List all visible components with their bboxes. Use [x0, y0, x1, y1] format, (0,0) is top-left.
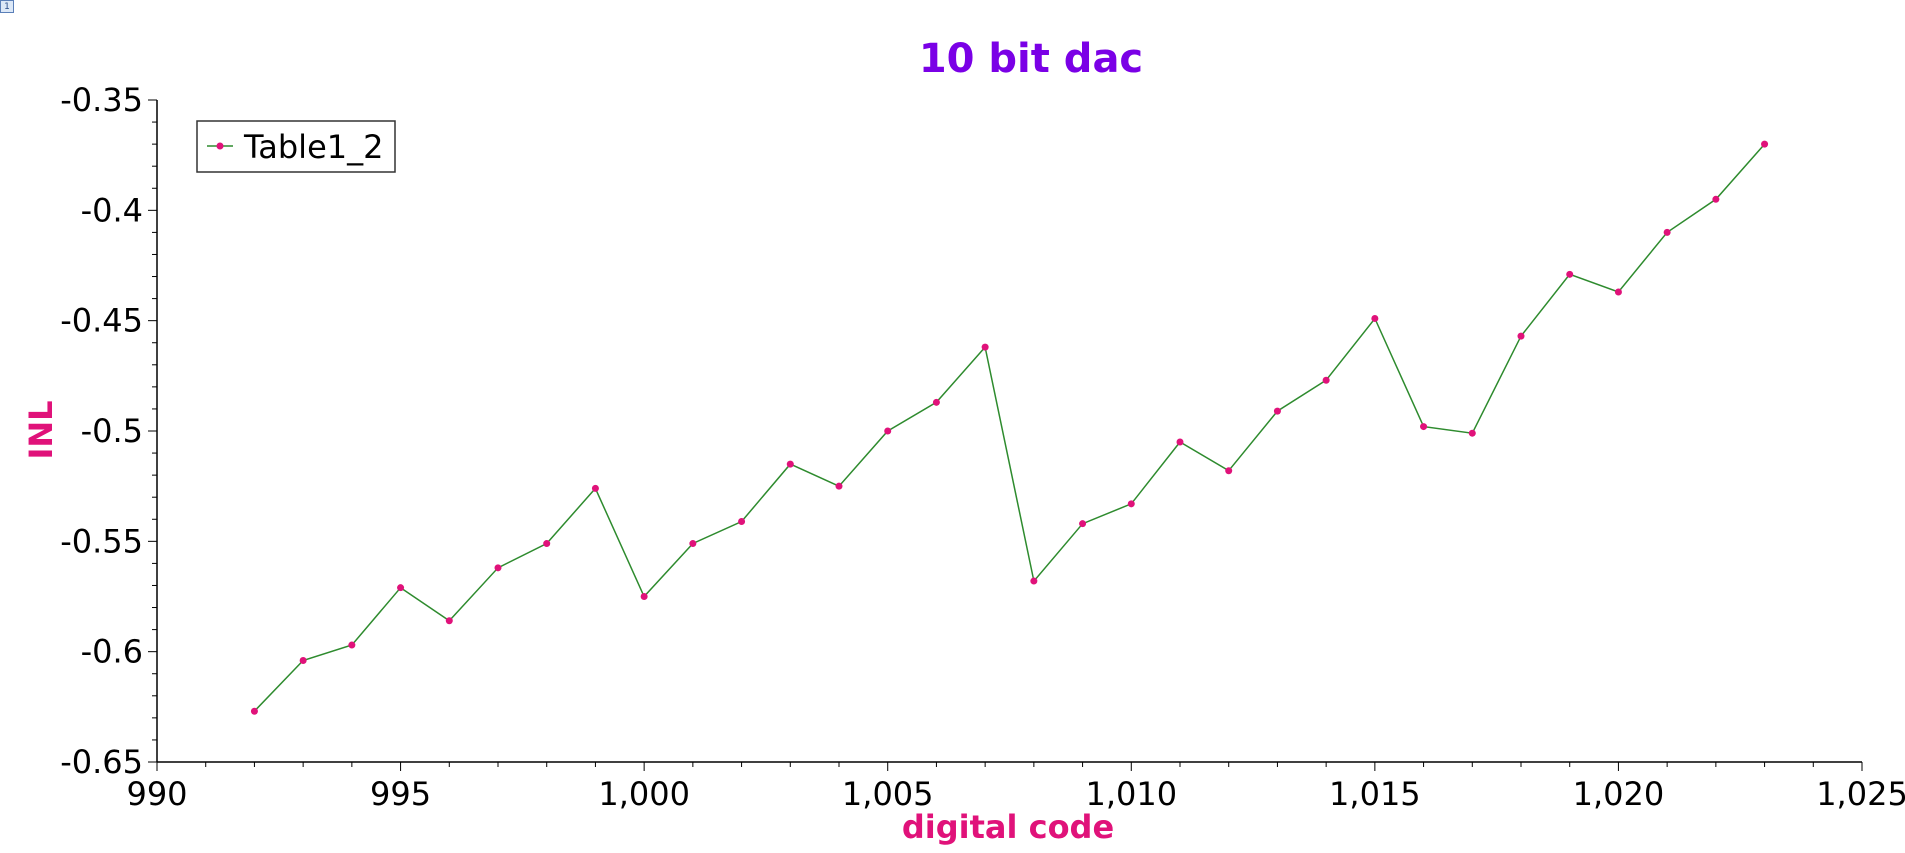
x-tick-label: 1,000: [598, 775, 690, 813]
data-point: [1225, 467, 1233, 475]
y-tick-label: -0.6: [81, 633, 143, 671]
y-tick-label: -0.4: [81, 191, 143, 229]
data-point: [1517, 332, 1525, 340]
data-point: [981, 343, 989, 351]
data-point: [1761, 140, 1769, 148]
data-point: [1079, 520, 1087, 528]
data-point: [250, 707, 258, 715]
data-point: [1127, 500, 1135, 508]
y-tick-label: -0.65: [60, 743, 143, 781]
x-tick-label: 1,010: [1085, 775, 1177, 813]
data-point: [1712, 195, 1720, 203]
y-tick-label: -0.35: [60, 81, 143, 119]
data-point: [1420, 423, 1428, 431]
x-tick-label: 1,025: [1816, 775, 1905, 813]
data-point: [1614, 288, 1622, 296]
data-point: [494, 564, 502, 572]
chart-legend: Table1_2: [196, 120, 396, 173]
data-point: [738, 517, 746, 525]
data-point: [1371, 314, 1379, 322]
x-tick-label: 1,015: [1329, 775, 1421, 813]
legend-marker-swatch: [216, 142, 224, 150]
data-point: [1468, 429, 1476, 437]
x-tick-label: 1,005: [842, 775, 934, 813]
data-point: [348, 641, 356, 649]
chart-ticks: 990 995 1,000 1,005 1,010 1,015 1,020 1,025 -0.3…: [60, 81, 1905, 813]
data-point: [1322, 376, 1330, 384]
series-line: [253, 143, 1766, 712]
data-point: [1176, 438, 1184, 446]
data-point: [397, 584, 405, 592]
y-axis-title: INL: [22, 400, 60, 459]
data-point: [1273, 407, 1281, 415]
y-tick-label: -0.45: [60, 302, 143, 340]
page-number-badge: 1: [0, 0, 14, 13]
data-point: [932, 398, 940, 406]
data-point: [591, 484, 599, 492]
x-tick-label: 995: [370, 775, 431, 813]
chart-axes: [156, 100, 1862, 763]
data-point: [835, 482, 843, 490]
data-point: [1663, 228, 1671, 236]
data-point: [689, 540, 697, 548]
y-tick-label: -0.5: [81, 412, 143, 450]
chart-series: [250, 140, 1769, 715]
data-point: [640, 593, 648, 600]
chart-title: 10 bit dac: [919, 36, 1143, 82]
data-point: [884, 427, 892, 435]
data-point: [786, 460, 794, 468]
data-point: [1030, 577, 1038, 585]
x-axis-title: digital code: [902, 808, 1114, 846]
y-tick-label: -0.55: [60, 522, 143, 560]
x-tick-label: 990: [126, 775, 187, 813]
x-tick-label: 1,020: [1573, 775, 1665, 813]
data-point: [445, 617, 453, 625]
legend-entry: Table1_2: [243, 128, 383, 166]
data-point: [1566, 270, 1574, 278]
data-point: [543, 540, 551, 548]
data-point: [299, 656, 307, 664]
